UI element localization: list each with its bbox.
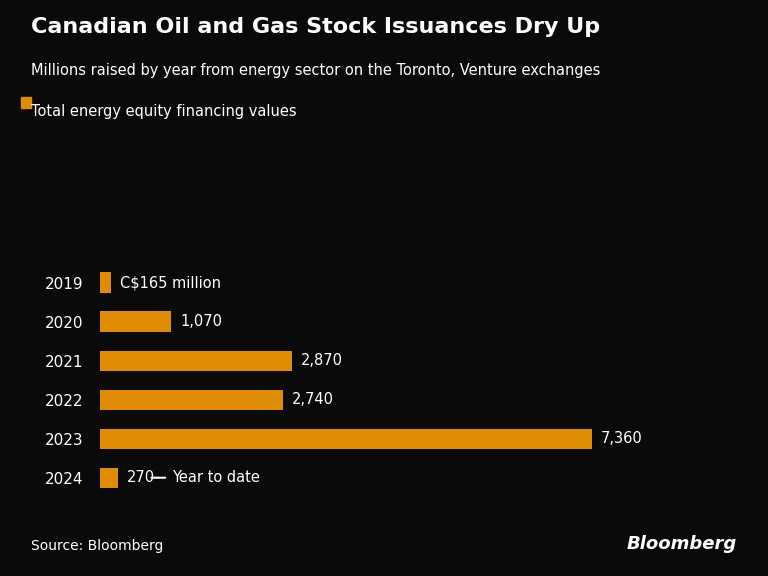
Text: 7,360: 7,360 — [601, 431, 642, 446]
Text: C$165 million: C$165 million — [120, 275, 220, 290]
Text: Millions raised by year from energy sector on the Toronto, Venture exchanges: Millions raised by year from energy sect… — [31, 63, 600, 78]
Text: 270: 270 — [127, 470, 154, 485]
Bar — [100, 312, 171, 332]
Bar — [100, 468, 118, 488]
Text: 1,070: 1,070 — [180, 314, 222, 329]
Text: 2,870: 2,870 — [300, 353, 343, 368]
Bar — [100, 351, 292, 371]
Bar — [100, 389, 283, 410]
Text: Canadian Oil and Gas Stock Issuances Dry Up: Canadian Oil and Gas Stock Issuances Dry… — [31, 17, 600, 37]
Bar — [100, 272, 111, 293]
Text: Total energy equity financing values: Total energy equity financing values — [31, 104, 296, 119]
Text: Bloomberg: Bloomberg — [627, 535, 737, 553]
Bar — [100, 429, 592, 449]
Text: Year to date: Year to date — [172, 470, 260, 485]
Text: Source: Bloomberg: Source: Bloomberg — [31, 539, 163, 553]
Text: 2,740: 2,740 — [292, 392, 334, 407]
